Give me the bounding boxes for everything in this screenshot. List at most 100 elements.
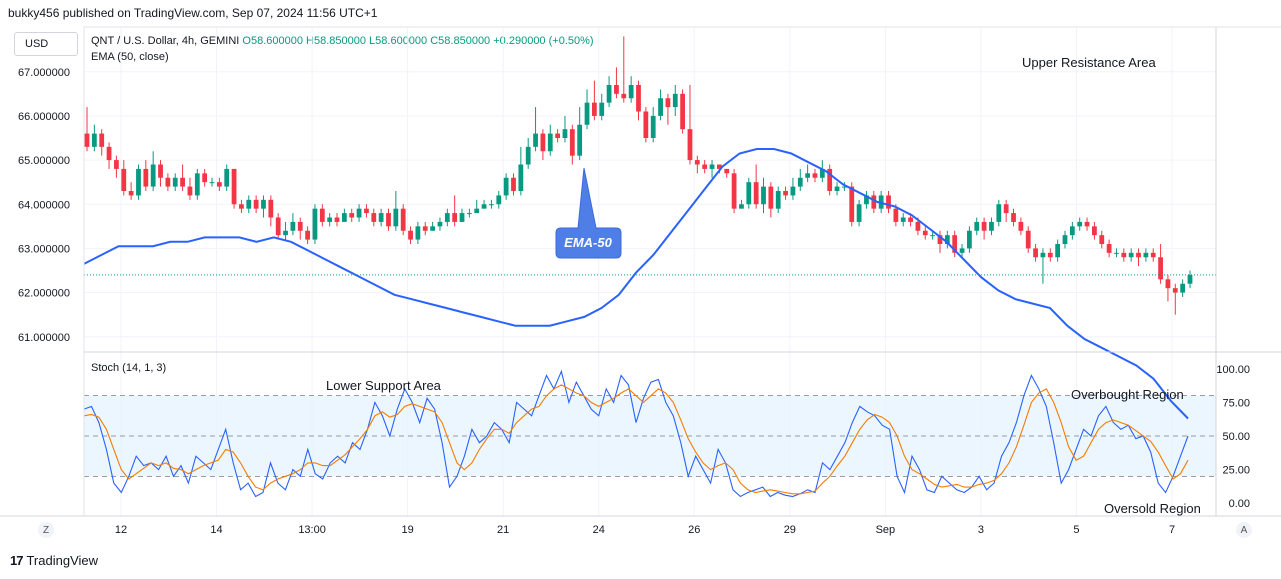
stoch-tick-label: 50.00 xyxy=(1222,431,1250,443)
candle-body xyxy=(114,160,119,169)
candle-body xyxy=(261,199,266,209)
auto-scale-button[interactable]: A xyxy=(1236,522,1252,538)
time-tick-label: 14 xyxy=(210,524,222,536)
candle-body xyxy=(1150,252,1156,258)
candle-body xyxy=(327,217,333,222)
candle-body xyxy=(562,129,568,138)
candle-body xyxy=(672,93,678,108)
candle-body xyxy=(1040,252,1046,258)
candle-body xyxy=(555,133,561,138)
candle-body xyxy=(1084,221,1090,227)
candle-body xyxy=(1114,252,1119,254)
candle-body xyxy=(753,182,759,205)
candle-body xyxy=(400,208,406,231)
candle-body xyxy=(636,85,641,112)
candle-body xyxy=(614,85,619,94)
candle-body xyxy=(790,186,796,196)
price-tick-label: 65.000000 xyxy=(18,155,70,167)
oversold-label: Oversold Region xyxy=(1104,501,1201,516)
candle-body xyxy=(1092,226,1097,236)
stoch-legend: Stoch (14, 1, 3) xyxy=(91,362,167,374)
ema-line xyxy=(83,148,1189,420)
candle-body xyxy=(415,226,421,240)
candle-body xyxy=(275,217,281,236)
timezone-button[interactable]: Z xyxy=(38,522,54,538)
stoch-axis: 0.00 25.00 50.00 75.00 100.00 xyxy=(1216,364,1250,510)
candle-body xyxy=(628,85,634,99)
candle-body xyxy=(136,168,141,196)
candle-body xyxy=(99,133,105,147)
candle-body xyxy=(606,85,612,103)
candle-body xyxy=(334,217,340,222)
candle-body xyxy=(658,98,663,116)
candle-body xyxy=(827,168,833,191)
candle-body xyxy=(180,177,185,187)
time-tick-label: 7 xyxy=(1169,524,1175,536)
footer-brand[interactable]: 17 TradingView xyxy=(10,553,98,568)
candle-body xyxy=(1069,226,1075,236)
candle-body xyxy=(687,129,693,161)
legend-symbol: QNT / U.S. Dollar, 4h, GEMINI xyxy=(91,35,240,47)
candle-body xyxy=(408,230,413,240)
candle-body xyxy=(1158,257,1163,280)
candle-body xyxy=(1121,252,1127,258)
candle-body xyxy=(981,221,987,231)
candle-body xyxy=(569,129,575,156)
candle-body xyxy=(547,133,553,152)
candle-body xyxy=(231,168,237,205)
price-tick-label: 66.000000 xyxy=(18,111,70,123)
time-axis: 12 14 13:00 19 21 24 26 29 Sep 3 5 7 xyxy=(115,524,1175,536)
price-tick-label: 67.000000 xyxy=(18,67,70,79)
time-tick-label: 26 xyxy=(688,524,700,536)
candle-body xyxy=(1136,252,1141,258)
candle-body xyxy=(341,213,347,222)
candle-body xyxy=(1011,213,1016,222)
candle-body xyxy=(878,195,884,209)
candle-body xyxy=(356,208,362,218)
candle-body xyxy=(312,208,318,240)
candle-body xyxy=(731,173,737,209)
candle-body xyxy=(91,133,97,147)
candle-body xyxy=(716,164,722,169)
lower-support-label: Lower Support Area xyxy=(326,378,442,393)
candle-body xyxy=(194,173,200,196)
candle-body xyxy=(680,93,686,130)
candle-body xyxy=(305,230,310,240)
candle-body xyxy=(290,221,296,231)
candle-body xyxy=(937,235,943,244)
candle-body xyxy=(393,208,399,227)
candle-body xyxy=(989,221,994,231)
candle-body xyxy=(297,221,303,231)
candle-body xyxy=(371,213,377,222)
candle-body xyxy=(216,182,222,187)
stoch-tick-label: 75.00 xyxy=(1222,397,1250,409)
legend-open: O58.600000 xyxy=(242,35,303,47)
candle-body xyxy=(496,195,502,205)
candle-body xyxy=(805,173,811,178)
candle-body xyxy=(474,208,480,214)
footer-brand-label: TradingView xyxy=(26,553,99,568)
candle-body xyxy=(944,235,950,244)
candle-body xyxy=(239,204,244,209)
candle-body xyxy=(1018,221,1024,231)
candle-body xyxy=(834,186,840,191)
candle-body xyxy=(143,168,149,187)
candle-body xyxy=(459,213,465,222)
candle-body xyxy=(1106,244,1112,253)
legend-change: +0.290000 (+0.50%) xyxy=(493,35,594,47)
candle-body xyxy=(1128,252,1134,258)
candle-body xyxy=(871,195,877,209)
candle-body xyxy=(1165,279,1171,289)
time-tick-label: 21 xyxy=(497,524,509,536)
price-tick-label: 63.000000 xyxy=(18,243,70,255)
candle-body xyxy=(1025,230,1031,249)
candle-body xyxy=(1143,252,1149,258)
candles xyxy=(84,36,1193,315)
legend-close: C58.850000 xyxy=(430,35,491,47)
candle-body xyxy=(709,164,715,169)
stoch-k-line xyxy=(83,369,1189,498)
currency-selector[interactable]: USD xyxy=(14,32,78,56)
candle-body xyxy=(540,133,546,152)
candle-body xyxy=(319,208,325,222)
